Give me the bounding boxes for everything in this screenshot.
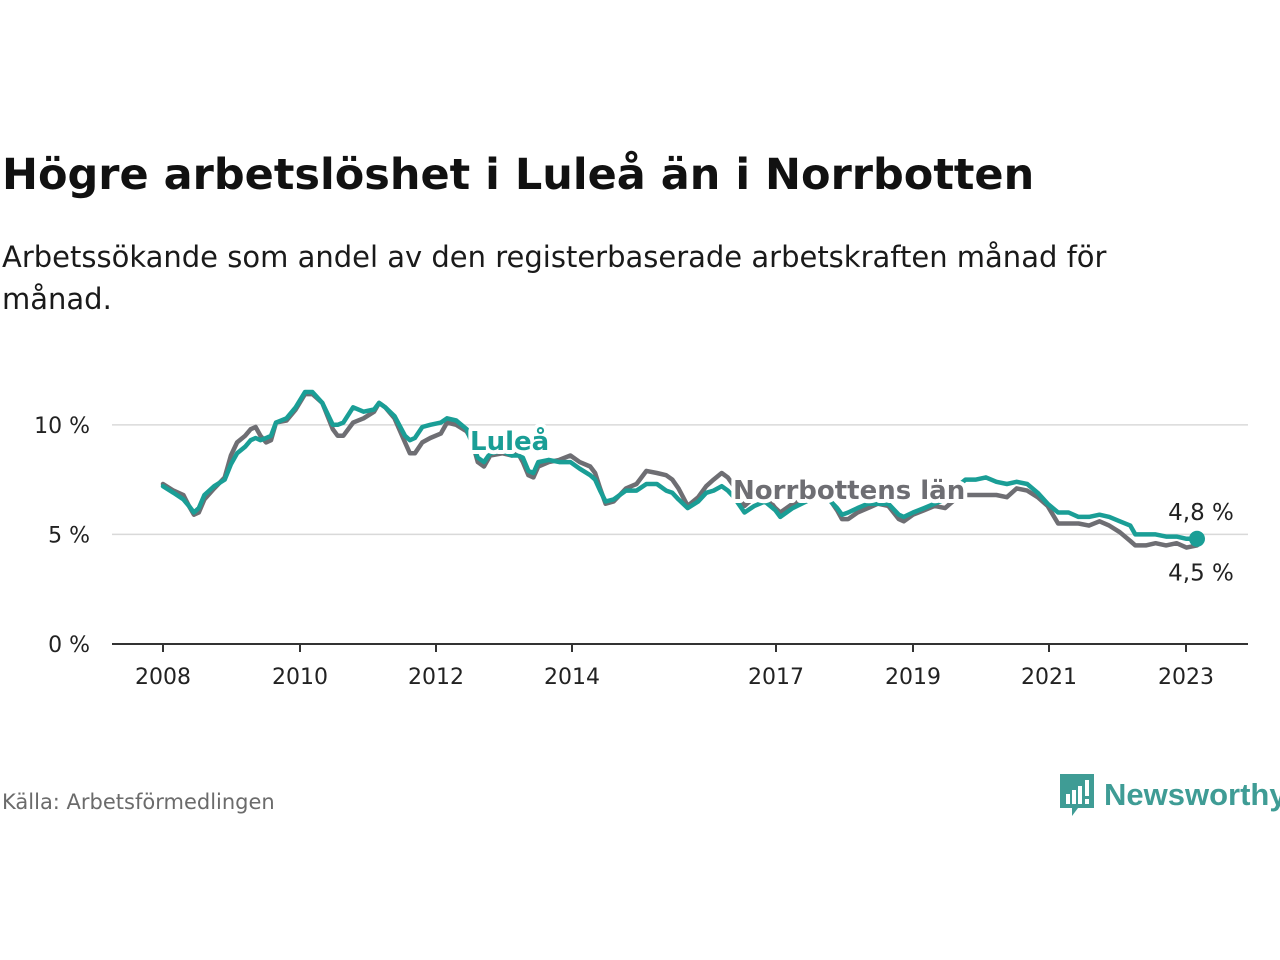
end-value-lulea: 4,8 % [1168,500,1234,526]
x-tick-label: 2017 [748,665,804,690]
series-label-norrbotten-halo: Norrbottens län [733,476,965,506]
newsworthy-logo[interactable]: Newsworthy [1058,772,1280,818]
end-marker-lulea [1189,530,1205,547]
series-label-norrbotten: Norrbottens län [733,476,965,506]
chart-title: Högre arbetslöshet i Luleå än i Norrbott… [2,150,1035,200]
x-tick-label: 2019 [885,665,941,690]
axis-layer: 0 % 5 % 10 % 2008 2010 2012 2014 2017 2019 2021 20… [34,414,1248,690]
series-layer [160,389,1200,550]
chart-subtitle: Arbetssökande som andel av den registerb… [2,240,1107,316]
brand-name: Newsworthy [1104,777,1280,812]
x-tick-label: 2010 [272,665,328,690]
bar-chart-speech-bubble-icon [1060,774,1094,816]
line-chart: 0 % 5 % 10 % 2008 2010 2012 2014 2017 2019 2021 20… [34,389,1248,690]
series-label-lulea-halo: Luleå [470,425,549,457]
source-note: Källa: Arbetsförmedlingen [2,790,275,814]
series-line-norrbotten [160,391,1200,550]
grid-layer [112,424,1248,536]
y-tick-label: 10 % [34,414,90,439]
x-tick-label: 2014 [544,665,600,690]
x-tick-label: 2023 [1158,665,1214,690]
series-label-lulea: Luleå [470,425,549,457]
x-tick-label: 2021 [1021,665,1077,690]
y-tick-label: 5 % [48,523,90,548]
x-tick-label: 2008 [135,665,191,690]
end-value-norrbotten: 4,5 % [1168,560,1234,586]
x-tick-label: 2012 [408,665,464,690]
y-tick-label: 0 % [48,633,90,658]
series-line-lulea [160,389,1200,542]
